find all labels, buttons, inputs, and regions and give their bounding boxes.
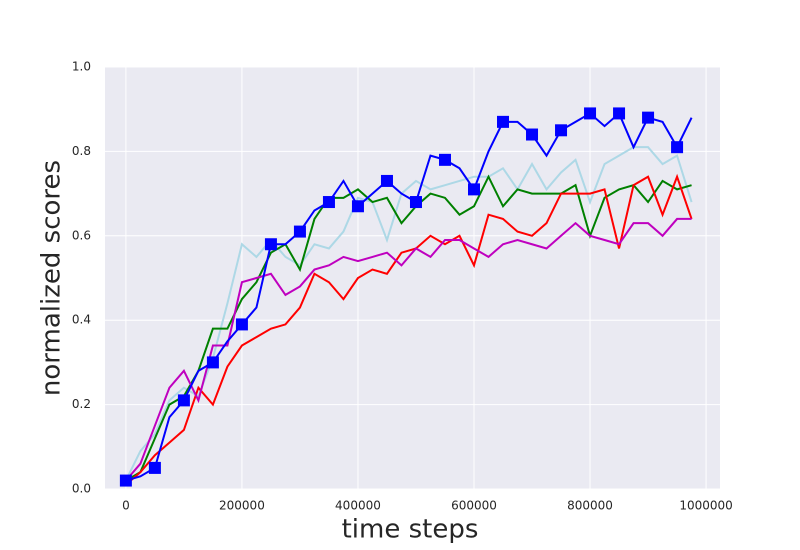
series-line	[125, 111, 693, 482]
marker	[613, 107, 626, 120]
marker	[584, 107, 597, 120]
series-line	[125, 173, 693, 486]
series-line	[124, 146, 693, 482]
marker	[148, 461, 161, 474]
marker	[438, 153, 451, 166]
y-tick-label: 0.4	[72, 313, 91, 327]
y-axis-label: normalized scores	[37, 160, 67, 396]
marker	[119, 474, 132, 487]
marker	[497, 115, 510, 128]
x-tick-label: 1000000	[679, 499, 732, 513]
plot-area	[105, 67, 720, 489]
y-tick-label: 1.0	[72, 60, 91, 74]
series-line	[125, 174, 692, 482]
marker	[351, 200, 364, 213]
x-axis-label: time steps	[342, 515, 479, 545]
x-tick-label: 800000	[567, 499, 613, 513]
marker	[264, 238, 277, 251]
x-tick-label: 0	[122, 499, 130, 513]
y-tick-label: 0.8	[72, 144, 91, 158]
marker	[235, 318, 248, 331]
marker	[671, 141, 684, 154]
x-tick-label: 200000	[219, 499, 265, 513]
x-tick-label: 600000	[451, 499, 497, 513]
marker	[322, 196, 335, 209]
y-tick-label: 0.0	[72, 482, 91, 496]
x-tick-label: 400000	[335, 499, 381, 513]
marker	[206, 356, 219, 369]
marker	[526, 128, 539, 141]
marker	[293, 225, 306, 238]
y-tick-label: 0.2	[72, 397, 91, 411]
marker	[555, 124, 568, 137]
y-tick-label: 0.6	[72, 228, 91, 242]
marker	[642, 111, 655, 124]
marker	[409, 196, 422, 209]
marker	[177, 394, 190, 407]
marker	[380, 174, 393, 187]
series-line	[125, 217, 692, 482]
marker	[468, 183, 480, 196]
